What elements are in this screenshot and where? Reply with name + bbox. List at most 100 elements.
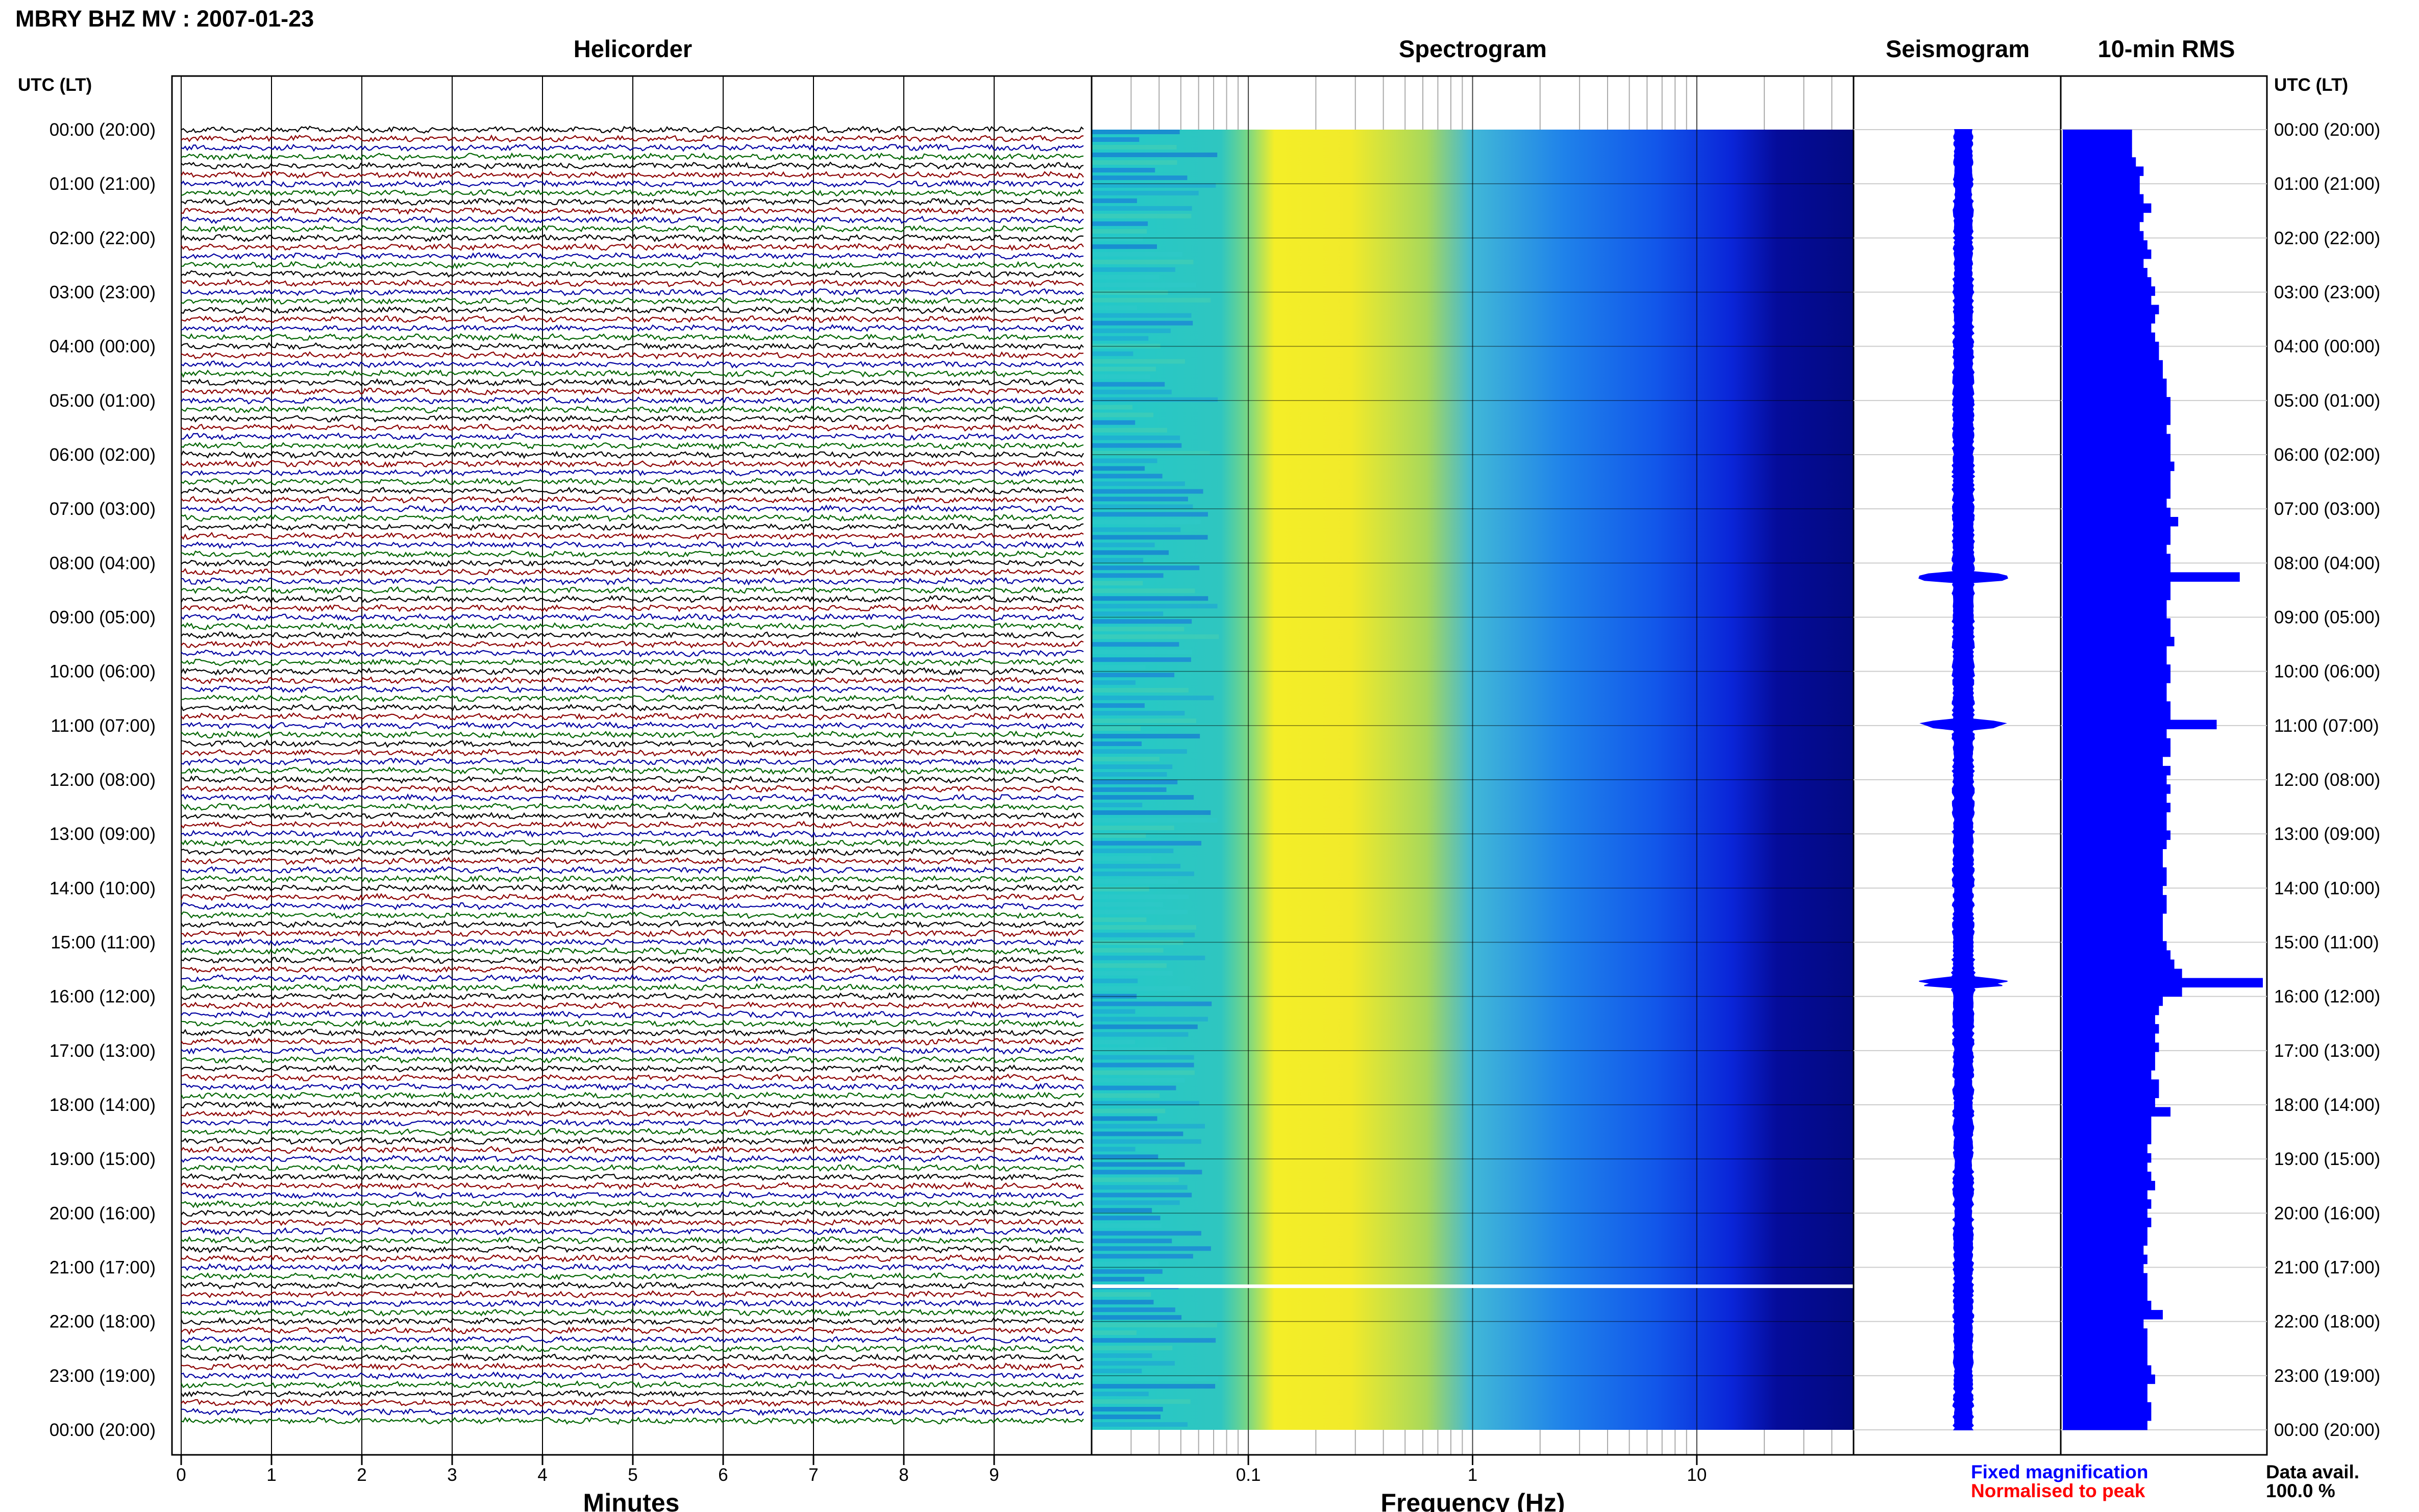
time-label-left: 07:00 (03:00) [50, 499, 156, 519]
minute-tick-label: 8 [899, 1465, 908, 1485]
spectrogram-stripe [1092, 917, 1147, 922]
rms-bar [2063, 1273, 2148, 1283]
helicorder-trace-line [181, 938, 1084, 947]
spectrogram-stripe [1092, 726, 1141, 731]
rms-bar [2063, 323, 2152, 333]
rms-bar [2063, 1402, 2152, 1412]
helicorder-trace-line [181, 1390, 1084, 1398]
spectrogram-stripe [1092, 1154, 1158, 1159]
rms-bar [2063, 978, 2263, 988]
rms-bar [2063, 1328, 2148, 1338]
helicorder-trace-line [181, 143, 1084, 152]
rms-bar [2063, 1347, 2148, 1356]
rms-bar [2063, 655, 2167, 665]
spectrogram-stripe [1092, 642, 1179, 647]
spectrogram-stripe [1092, 489, 1203, 494]
spectrogram-stripe [1092, 963, 1167, 968]
time-label-right: 12:00 (08:00) [2274, 770, 2380, 790]
rms-bar [2063, 1199, 2152, 1209]
spectrogram-stripe [1092, 1415, 1161, 1420]
helicorder-trace-line [181, 775, 1084, 784]
spectrogram-stripe [1092, 1346, 1173, 1351]
time-label-left: 23:00 (19:00) [50, 1366, 156, 1386]
spectrogram-stripe [1092, 229, 1147, 234]
rms-bar [2063, 563, 2171, 573]
spectrogram-stripe [1092, 435, 1180, 440]
rms-bar [2063, 425, 2167, 434]
spectrogram-stripe [1092, 190, 1199, 195]
time-label-right: 21:00 (17:00) [2274, 1258, 2380, 1278]
rms-bar [2063, 526, 2171, 536]
helicorder-trace-line [181, 1028, 1084, 1037]
rms-bar [2063, 959, 2175, 969]
helicorder-minute-grid [181, 76, 995, 1455]
time-label-right: 08:00 (04:00) [2274, 553, 2380, 573]
time-label-left: 03:00 (23:00) [50, 283, 156, 303]
helicorder-trace-line [181, 459, 1084, 468]
helicorder-trace-line [181, 180, 1084, 188]
time-label-left: 04:00 (00:00) [50, 337, 156, 357]
spectrogram-stripe [1092, 711, 1185, 716]
helicorder-trace-line [181, 161, 1084, 170]
rms-bar [2063, 397, 2171, 407]
helicorder-trace-line [181, 261, 1084, 269]
time-label-left: 00:00 (20:00) [50, 1420, 156, 1440]
spectrogram-stripe [1092, 817, 1218, 823]
rms-bar [2063, 1043, 2159, 1052]
rms-bar [2063, 406, 2171, 416]
time-label-right: 00:00 (20:00) [2274, 120, 2380, 140]
minute-tick-label: 5 [628, 1465, 637, 1485]
rms-bar [2063, 341, 2159, 352]
rms-bar [2063, 830, 2171, 840]
rms-bar [2063, 987, 2182, 997]
spectrogram-stripe [1092, 596, 1208, 601]
rms-bar [2063, 1393, 2148, 1403]
rms-bar [2063, 1134, 2152, 1145]
rms-bar [2063, 756, 2163, 766]
helicorder-trace-line [181, 604, 1084, 612]
helicorder-trace-line [181, 811, 1084, 821]
rms-bar [2063, 443, 2171, 453]
spectrogram-stripe [1092, 1399, 1191, 1404]
rms-bar [2063, 1245, 2144, 1255]
spectrogram-stripe [1092, 535, 1208, 540]
spectrogram-stripe [1092, 351, 1133, 356]
helicorder-trace-line [181, 1344, 1084, 1353]
helicorder-trace-line [181, 983, 1084, 992]
rms-bar [2063, 876, 2167, 886]
helicorder-trace-line [181, 495, 1084, 504]
spectrogram-stripe [1092, 1177, 1179, 1182]
rms-bar [2063, 996, 2163, 1006]
spectrogram-stripe [1092, 688, 1189, 693]
rms-bar [2063, 710, 2171, 721]
helicorder-trace-line [181, 450, 1084, 459]
helicorder-trace-line [181, 1380, 1084, 1389]
spectrogram-stripe [1092, 443, 1182, 448]
spectrogram-stripe [1092, 183, 1216, 188]
helicorder-trace-line [181, 1136, 1084, 1145]
spectrogram-stripe [1092, 810, 1211, 815]
rms-bar [2063, 166, 2144, 176]
rms-bar [2063, 1263, 2144, 1274]
time-label-right: 00:00 (20:00) [2274, 1420, 2380, 1440]
rms-bar [2063, 867, 2167, 877]
spectrogram-stripe [1092, 374, 1150, 379]
helicorder-trace-line [181, 1046, 1084, 1055]
helicorder-trace-line [181, 902, 1084, 911]
spectrogram-stripe [1092, 213, 1192, 218]
time-label-right: 19:00 (15:00) [2274, 1149, 2380, 1169]
rms-bar [2063, 415, 2171, 425]
helicorder-trace-line [181, 875, 1084, 884]
rms-bar [2063, 470, 2171, 481]
helicorder-trace-line [181, 559, 1084, 567]
helicorder-trace-line [181, 956, 1084, 964]
rms-bar [2063, 314, 2155, 324]
rms-bar [2063, 1291, 2148, 1301]
spectrogram-stripe [1092, 198, 1137, 203]
rms-bar [2063, 1190, 2148, 1200]
helicorder-trace-line [181, 1371, 1084, 1380]
spectrogram-stripe [1092, 1147, 1136, 1152]
spectrogram-stripe [1092, 909, 1188, 914]
rms-bar [2063, 1365, 2152, 1375]
rms-bar [2063, 784, 2171, 794]
